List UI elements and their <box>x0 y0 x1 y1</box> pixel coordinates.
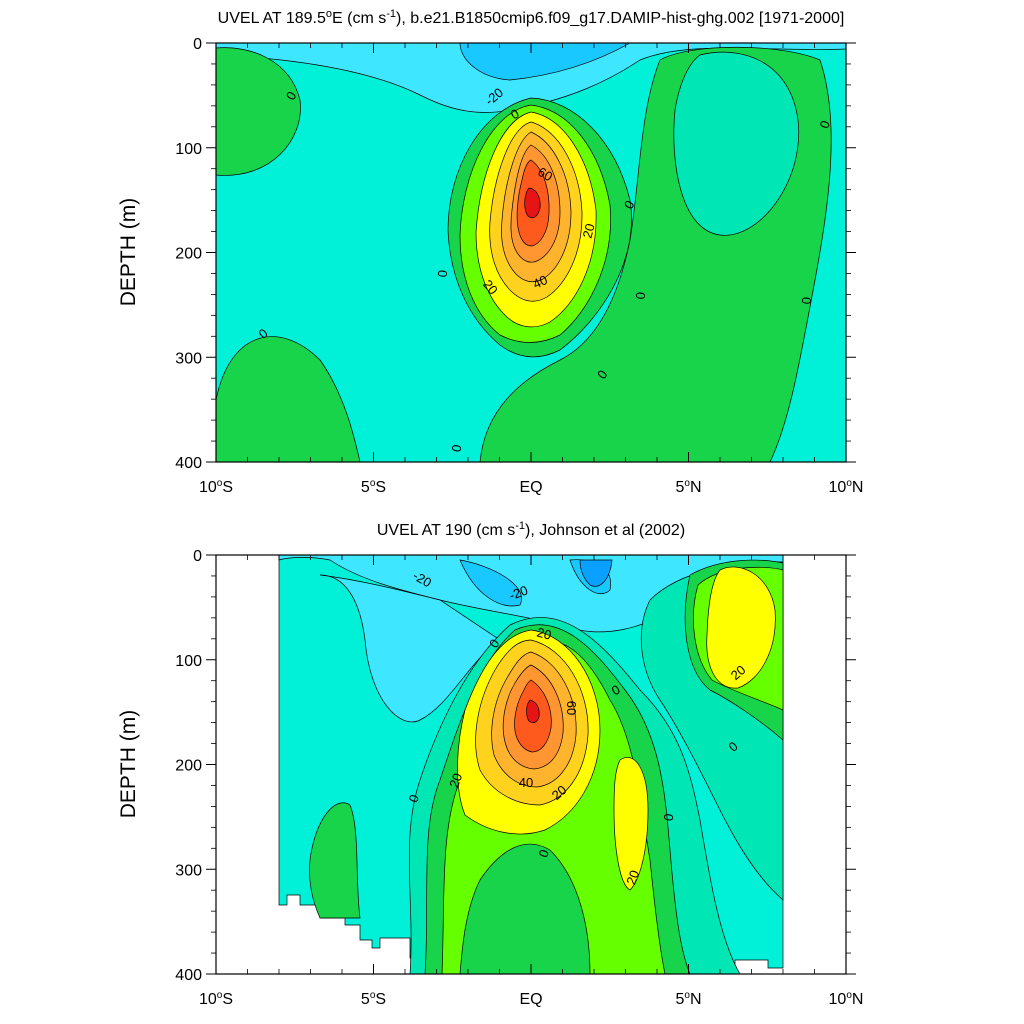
bottom-contour-label: 20 <box>446 771 465 790</box>
top-left-lower-positive <box>216 336 361 462</box>
top-x-tick-label: 10oN <box>829 478 864 496</box>
bottom-contour-fill <box>278 555 784 974</box>
bottom-chart-title: UVEL AT 190 (cm s-1), Johnson et al (200… <box>377 520 685 539</box>
top-x-tick-label: 5oS <box>361 478 386 496</box>
top-contour-label: 0 <box>435 269 451 278</box>
top-y-axis-label: DEPTH (m) <box>117 198 140 307</box>
bottom-euc-80 <box>526 699 540 723</box>
bottom-y-tick-label: 400 <box>175 967 202 984</box>
top-contour-fill <box>216 43 846 462</box>
bottom-panel: UVEL AT 190 (cm s-1), Johnson et al (200… <box>117 520 863 1008</box>
bottom-y-axis-label: DEPTH (m) <box>117 710 140 819</box>
top-x-tick-label: 5oN <box>675 478 701 496</box>
bottom-x-tick-label: 10oN <box>829 990 864 1008</box>
top-y-tick-label: 200 <box>175 246 202 263</box>
bottom-east-core-30 <box>706 566 776 689</box>
top-x-tick-label: EQ <box>519 479 542 496</box>
bottom-y-tick-label: 200 <box>175 758 202 775</box>
top-contour-label: 40 <box>530 272 549 292</box>
top-contour-label: 0 <box>799 296 815 305</box>
bottom-west-positive-10 <box>309 802 361 919</box>
bottom-x-tick-label: 5oN <box>675 990 701 1008</box>
bottom-contour-label: 0 <box>535 847 552 859</box>
top-y-tick-label: 0 <box>193 36 202 53</box>
bottom-y-tick-label: 300 <box>175 862 202 879</box>
bottom-east-trough-core <box>579 559 613 587</box>
bottom-contour-label: 60 <box>564 701 579 715</box>
bottom-contour-label: 0 <box>661 812 677 822</box>
top-contour-label: 0 <box>816 118 833 130</box>
bottom-contour-label: 0 <box>405 792 422 804</box>
bottom-contour-label: 40 <box>519 775 533 790</box>
top-contour-label: 0 <box>633 291 649 300</box>
top-y-tick-label: 300 <box>175 350 202 367</box>
bottom-y-tick-label: 100 <box>175 653 202 670</box>
top-trough-negative <box>459 43 631 81</box>
top-contour-label: 20 <box>580 222 598 240</box>
bottom-contour-label: 20 <box>535 625 553 643</box>
top-y-tick-label: 400 <box>175 455 202 472</box>
top-panel: UVEL AT 189.5oE (cm s-1), b.e21.B1850cmi… <box>117 8 863 496</box>
bottom-south-core-30 <box>613 757 649 891</box>
bottom-contour-label: 20 <box>623 868 642 887</box>
top-left-upper-positive <box>216 47 301 176</box>
top-x-tick-label: 10oS <box>199 478 233 496</box>
top-eastern-positive-core <box>673 51 800 236</box>
top-euc-80 <box>524 187 541 219</box>
bottom-x-tick-label: EQ <box>519 991 542 1008</box>
top-y-tick-label: 100 <box>175 141 202 158</box>
bottom-x-tick-label: 10oS <box>199 990 233 1008</box>
bottom-left-negative <box>319 574 501 723</box>
bottom-contour-label: -20 <box>507 583 530 604</box>
bottom-y-tick-label: 0 <box>193 548 202 565</box>
bottom-west-trough <box>459 559 522 607</box>
bottom-x-tick-label: 5oS <box>361 990 386 1008</box>
top-contour-label: 0 <box>449 443 465 453</box>
top-contour-label: 60 <box>535 164 555 184</box>
top-chart-title: UVEL AT 189.5oE (cm s-1), b.e21.B1850cmi… <box>218 8 845 27</box>
